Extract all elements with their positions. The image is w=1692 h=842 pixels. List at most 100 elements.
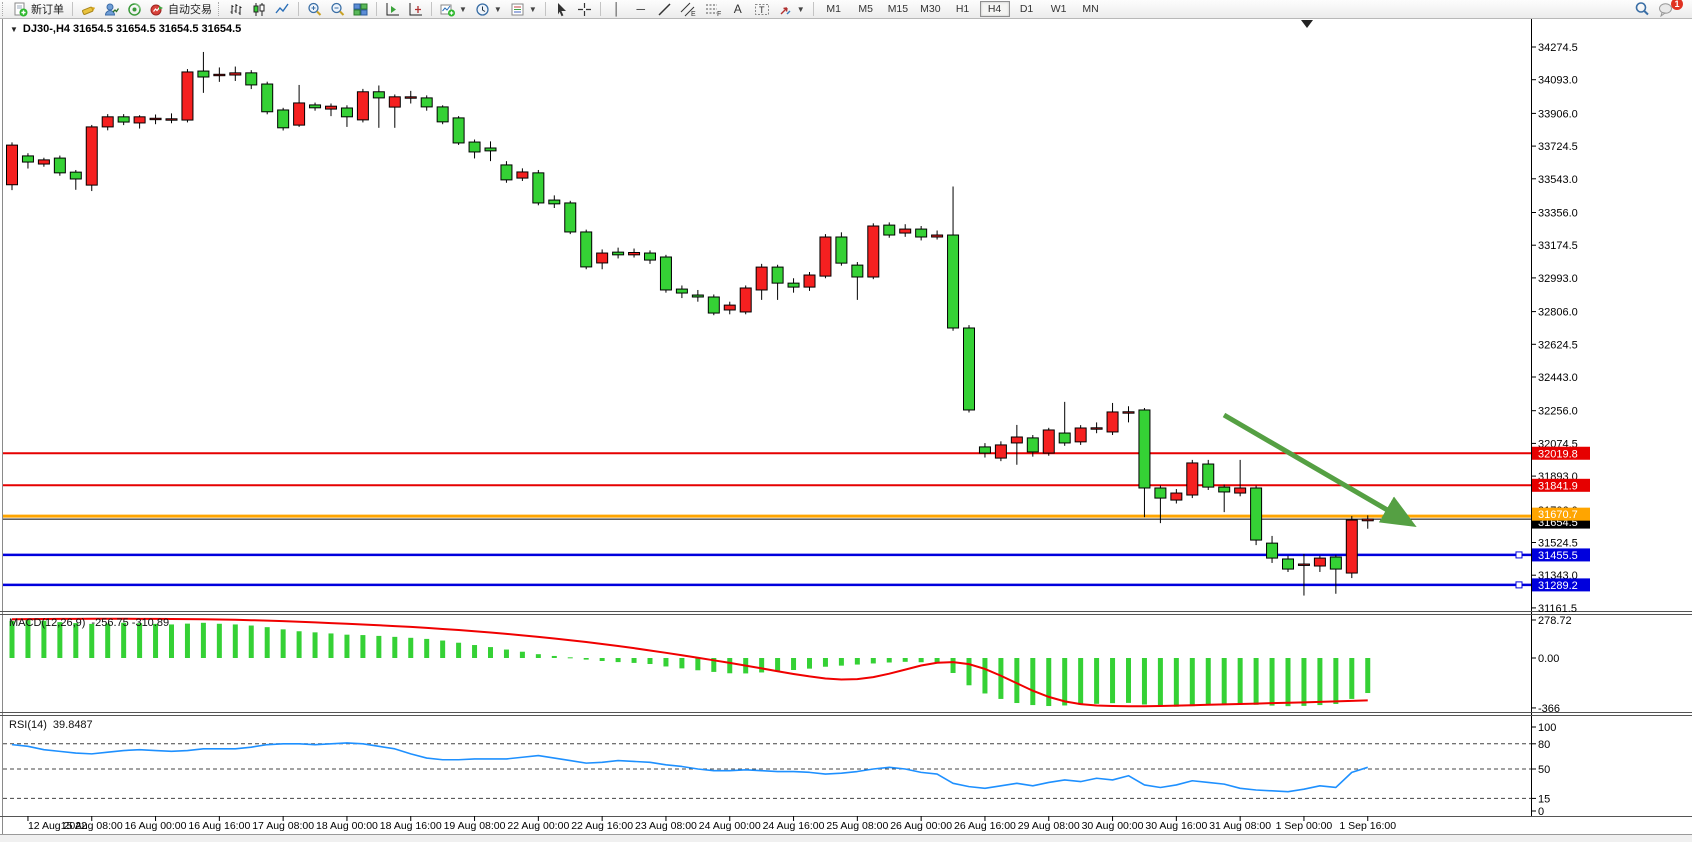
periods-button[interactable]: ▼	[471, 1, 506, 17]
new-order-icon	[13, 2, 28, 17]
timeframe-M15[interactable]: M15	[887, 3, 909, 15]
zoom-out-icon	[330, 2, 345, 17]
notification-badge: 1	[1671, 0, 1683, 10]
fibonacci-icon: F	[705, 2, 722, 17]
svg-text:25 Aug 08:00: 25 Aug 08:00	[826, 820, 888, 832]
zoom-in-icon	[307, 2, 322, 17]
toolbar-grip	[218, 2, 223, 16]
chart-shift-button[interactable]	[404, 1, 427, 17]
svg-text:15 Aug 08:00: 15 Aug 08:00	[61, 820, 123, 832]
vertical-line-icon: │	[613, 2, 621, 16]
candlestick-icon	[252, 2, 267, 17]
svg-text:E: E	[691, 11, 696, 17]
macd-values: -256.75 -310.89	[91, 617, 170, 629]
horizontal-line-tool-button[interactable]: ─	[629, 1, 653, 17]
macd-label: MACD(12,26,9) -256.75 -310.89	[9, 617, 175, 629]
text-label-icon: T	[754, 2, 770, 17]
text-label-tool-button[interactable]: T	[750, 1, 774, 17]
svg-text:32019.8: 32019.8	[1538, 448, 1578, 460]
auto-trading-label: 自动交易	[168, 4, 212, 16]
separator	[431, 2, 432, 16]
toolbar: 新订单 自动交易 ▼ ▼ ▼ │ ─ E F A T ▼ M1 M5 M15 M30 H…	[0, 0, 1692, 19]
timeframe-M5[interactable]: M5	[858, 3, 873, 15]
timeframe-M30[interactable]: M30	[920, 3, 941, 15]
svg-text:30 Aug 16:00: 30 Aug 16:00	[1145, 820, 1207, 832]
separator	[298, 2, 299, 16]
svg-text:33356.0: 33356.0	[1538, 207, 1578, 219]
line-chart-icon	[275, 2, 290, 17]
svg-text:33906.0: 33906.0	[1538, 108, 1578, 120]
crosshair-tool-button[interactable]	[573, 1, 596, 17]
line-handle[interactable]	[1515, 551, 1523, 559]
zoom-out-button[interactable]	[326, 1, 349, 17]
svg-text:24 Aug 16:00: 24 Aug 16:00	[763, 820, 825, 832]
indicators-button[interactable]: ▼	[436, 1, 471, 17]
timeframe-W1[interactable]: W1	[1050, 3, 1067, 15]
svg-text:12 Aug 2022: 12 Aug 2022	[28, 820, 87, 832]
equidistant-channel-icon: E	[680, 2, 697, 17]
svg-text:0.00: 0.00	[1538, 653, 1559, 665]
svg-text:0: 0	[1538, 806, 1544, 818]
line-chart-button[interactable]	[271, 1, 294, 17]
trendline-tool-button[interactable]	[653, 1, 676, 17]
arrow-objects-icon	[778, 2, 793, 17]
svg-text:80: 80	[1538, 739, 1550, 751]
rsi-value: 39.8487	[52, 719, 93, 731]
svg-text:T: T	[759, 5, 765, 15]
zoom-in-button[interactable]	[303, 1, 326, 17]
timeframe-H1[interactable]: H1	[955, 3, 970, 15]
text-tool-button[interactable]: A	[726, 1, 750, 17]
svg-text:-366: -366	[1538, 703, 1560, 715]
new-order-button[interactable]: 新订单	[9, 1, 68, 17]
timeframe-M1[interactable]: M1	[826, 3, 841, 15]
svg-text:31289.2: 31289.2	[1538, 580, 1578, 592]
svg-text:24 Aug 00:00: 24 Aug 00:00	[699, 820, 761, 832]
svg-text:18 Aug 00:00: 18 Aug 00:00	[316, 820, 378, 832]
add-indicator-icon	[440, 2, 455, 17]
svg-text:33543.0: 33543.0	[1538, 174, 1578, 186]
svg-text:23 Aug 08:00: 23 Aug 08:00	[635, 820, 697, 832]
chart-title-text: DJ30-,H4 31654.5 31654.5 31654.5 31654.5	[22, 23, 242, 35]
svg-text:31161.5: 31161.5	[1538, 603, 1577, 615]
channel-tool-button[interactable]: E	[676, 1, 701, 17]
person-chart-icon	[104, 2, 119, 17]
svg-text:31524.5: 31524.5	[1538, 537, 1578, 549]
macd-pane: 278.72 0.00 -366	[9, 615, 1572, 715]
price-tag: 31841.9	[1532, 478, 1590, 492]
tile-windows-button[interactable]	[349, 1, 372, 17]
arrows-tool-button[interactable]: ▼	[774, 1, 809, 17]
trend-arrow[interactable]	[1222, 412, 1417, 528]
fibonacci-tool-button[interactable]: F	[701, 1, 726, 17]
svg-text:33724.5: 33724.5	[1538, 141, 1578, 153]
notifications-button[interactable]: 1	[1654, 0, 1683, 17]
svg-text:31 Aug 08:00: 31 Aug 08:00	[1209, 820, 1271, 832]
bar-chart-icon	[229, 2, 244, 17]
candlestick-chart-button[interactable]	[248, 1, 271, 17]
price-tag: 32019.8	[1532, 446, 1590, 460]
trendline-icon	[657, 2, 672, 17]
dropdown-caret-icon: ▼	[796, 4, 805, 14]
bar-chart-button[interactable]	[225, 1, 248, 17]
templates-button[interactable]: ▼	[506, 1, 541, 17]
chart-shift-marker-icon[interactable]	[1301, 20, 1313, 28]
crayon-icon	[81, 2, 96, 17]
vertical-line-tool-button[interactable]: │	[605, 1, 629, 17]
auto-scroll-button[interactable]	[381, 1, 404, 17]
cursor-tool-button[interactable]	[550, 1, 573, 17]
line-handle[interactable]	[1515, 581, 1523, 589]
search-button[interactable]	[1630, 1, 1654, 17]
timeframe-D1[interactable]: D1	[1019, 3, 1034, 15]
chart-dropdown-icon[interactable]: ▼	[10, 24, 18, 34]
svg-text:34093.0: 34093.0	[1538, 75, 1578, 87]
timeframe-H4[interactable]: H4	[979, 1, 1010, 17]
svg-text:31841.9: 31841.9	[1538, 480, 1578, 492]
auto-trading-button[interactable]: 自动交易	[146, 1, 216, 17]
styler-button[interactable]	[77, 1, 100, 17]
market-watch-button[interactable]	[100, 1, 123, 17]
separator	[544, 2, 546, 16]
navigator-button[interactable]	[123, 1, 146, 17]
timeframe-MN[interactable]: MN	[1082, 3, 1099, 15]
svg-text:F: F	[717, 11, 721, 17]
svg-text:29 Aug 08:00: 29 Aug 08:00	[1018, 820, 1080, 832]
rsi-pane: 100 80 50 150	[3, 722, 1556, 818]
